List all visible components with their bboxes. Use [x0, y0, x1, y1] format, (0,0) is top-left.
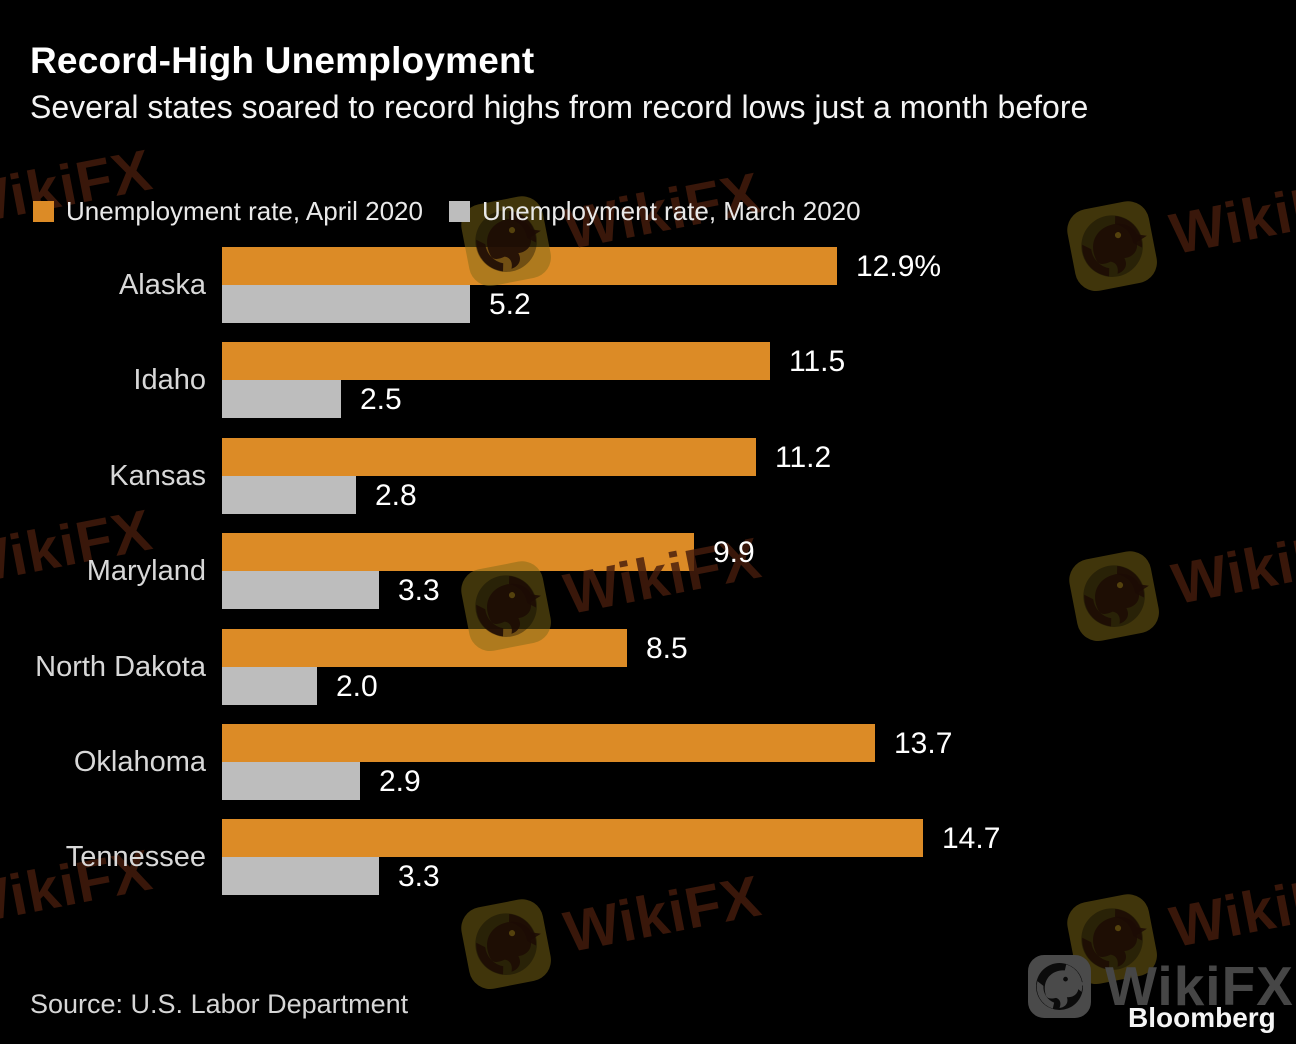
chart-row: Oklahoma 13.7 2.9 [0, 724, 1296, 801]
bar-april-2020 [222, 628, 628, 667]
wikifx-watermark: WikiFX [1060, 153, 1296, 299]
legend-swatch-march-icon [448, 201, 470, 222]
bar-march-2020 [222, 762, 361, 800]
legend: Unemployment rate, April 2020 Unemployme… [33, 196, 861, 227]
legend-item-april: Unemployment rate, April 2020 [33, 196, 423, 227]
legend-label-march: Unemployment rate, March 2020 [481, 196, 861, 226]
value-label-march: 5.2 [489, 288, 531, 321]
bar-march-2020 [222, 571, 380, 610]
wikifx-watermark: WikiFX [1062, 503, 1296, 649]
legend-label-april: Unemployment rate, April 2020 [66, 196, 423, 226]
category-label: Alaska [118, 269, 206, 301]
value-label-march: 3.3 [398, 860, 440, 894]
chart-row: Maryland 9.9 3.3 [0, 533, 1296, 610]
bar-april-2020 [222, 724, 876, 762]
wikifx-watermark: WikiFX [454, 513, 768, 659]
value-label-april: 13.7 [894, 727, 953, 760]
chart-row: North Dakota 8.5 2.0 [0, 628, 1296, 706]
bar-march-2020 [222, 380, 342, 419]
value-label-march: 2.0 [336, 669, 378, 703]
bar-march-2020 [222, 857, 380, 896]
bloomberg-logo: Bloomberg [1128, 1002, 1276, 1033]
category-label: Kansas [109, 459, 206, 492]
bar-april-2020 [222, 533, 694, 572]
value-label-march: 2.9 [379, 765, 421, 798]
value-label-april: 11.2 [775, 440, 832, 474]
wikifx-watermark: WikiFX [1060, 846, 1296, 992]
wikifx-brand-label: WikiFX [1105, 955, 1294, 1017]
value-label-march: 2.8 [375, 478, 417, 512]
chart-row: Idaho 11.5 2.5 [0, 342, 1296, 419]
wikifx-eagle-icon [1026, 952, 1093, 1026]
bar-april-2020 [222, 342, 771, 381]
bar-april-2020 [222, 819, 923, 858]
bar-march-2020 [222, 285, 470, 323]
wikifx-watermark: WikiFX [454, 148, 768, 294]
value-label-april: 8.5 [646, 631, 688, 665]
value-label-march: 2.5 [360, 383, 402, 417]
wikifx-brand: WikiFX [1026, 952, 1294, 1026]
chart-subtitle: Several states soared to record highs fr… [30, 89, 1089, 125]
wikifx-watermark: WikiFX [454, 851, 768, 997]
category-label: Maryland [86, 555, 206, 588]
chart-row: Tennessee 14.7 3.3 [0, 819, 1296, 896]
value-label-april: 11.5 [789, 345, 846, 379]
value-label-march: 3.3 [398, 574, 440, 608]
value-label-april: 12.9% [856, 250, 942, 283]
category-label: North Dakota [35, 650, 206, 683]
legend-swatch-april-icon [33, 201, 54, 222]
bar-march-2020 [222, 666, 318, 705]
source-note: Source: U.S. Labor Department [30, 989, 409, 1019]
category-label: Oklahoma [73, 746, 206, 778]
value-label-april: 14.7 [942, 822, 1001, 856]
category-label: Idaho [133, 364, 206, 397]
bar-march-2020 [222, 475, 356, 514]
legend-item-march: Unemployment rate, March 2020 [448, 196, 861, 227]
value-label-april: 9.9 [713, 536, 755, 570]
chart-title: Record-High Unemployment [30, 40, 535, 81]
chart-row: Kansas 11.2 2.8 [0, 437, 1296, 515]
category-label: Tennessee [65, 841, 206, 874]
bar-april-2020 [222, 437, 756, 476]
